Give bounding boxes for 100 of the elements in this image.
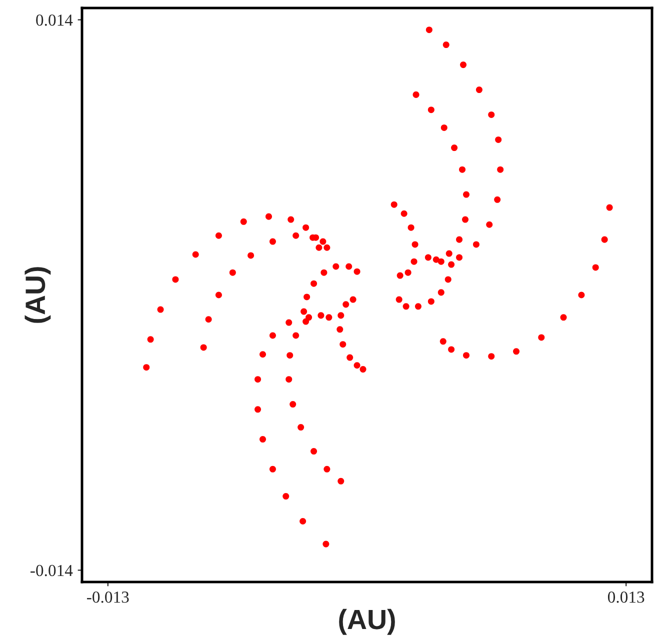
point (460, 62, 467, 68)
x-axis-title: (AU) (339, 608, 395, 635)
point (424, 254, 432, 261)
point (320, 238, 326, 245)
x-tick-label: 0.013 (608, 592, 644, 603)
point (310, 280, 318, 287)
point (302, 318, 310, 325)
point (438, 289, 444, 296)
point (412, 241, 418, 248)
point (346, 354, 354, 361)
point (340, 341, 346, 348)
point (560, 314, 567, 321)
point (292, 232, 300, 239)
point (282, 493, 290, 500)
point (304, 294, 310, 300)
point (324, 244, 330, 251)
point (426, 26, 432, 34)
point (396, 272, 404, 279)
point (459, 166, 466, 173)
x-tick-label: -0.013 (87, 592, 129, 603)
point (302, 224, 310, 231)
point (354, 268, 360, 275)
point (488, 111, 495, 118)
point (448, 346, 455, 353)
point (442, 42, 450, 48)
point (440, 338, 446, 345)
point (290, 401, 296, 408)
point (200, 344, 207, 351)
point (495, 136, 502, 143)
point (342, 301, 350, 308)
point (269, 238, 276, 245)
point (143, 364, 150, 371)
point (338, 478, 344, 484)
point (192, 251, 199, 258)
point (446, 250, 452, 257)
point (260, 436, 266, 443)
point (288, 216, 294, 223)
point (286, 376, 292, 383)
point (472, 241, 480, 248)
point (338, 312, 344, 319)
point (462, 191, 470, 198)
point (354, 362, 360, 369)
point (486, 221, 493, 228)
point (269, 332, 276, 339)
point (601, 236, 608, 243)
point (336, 326, 344, 333)
point (410, 258, 418, 265)
point (432, 256, 440, 263)
point (286, 319, 292, 326)
point (332, 263, 340, 270)
point (205, 316, 212, 323)
point (513, 348, 520, 355)
point (298, 424, 304, 431)
point (476, 86, 482, 94)
point (404, 269, 412, 276)
point (265, 213, 272, 220)
point (316, 244, 322, 251)
point (350, 296, 356, 303)
point (254, 406, 262, 413)
point (215, 292, 222, 298)
y-tick-label: -0.014 (30, 564, 73, 576)
point (428, 298, 434, 305)
point (606, 204, 613, 211)
point (172, 276, 179, 283)
point (326, 314, 332, 321)
point (414, 303, 422, 310)
y-tick-label: 0.014 (36, 14, 73, 26)
point (248, 252, 254, 259)
point (260, 351, 266, 358)
point (322, 540, 330, 548)
point (456, 254, 463, 261)
point (286, 352, 294, 359)
point (444, 276, 452, 283)
point (390, 201, 398, 208)
point (396, 296, 402, 303)
point (324, 466, 330, 472)
point (346, 263, 352, 270)
point (494, 196, 501, 203)
point (320, 269, 328, 276)
point (448, 261, 455, 268)
point (578, 292, 585, 298)
point (462, 216, 469, 223)
point (462, 352, 470, 359)
point (292, 332, 300, 339)
point (440, 124, 448, 131)
point (497, 166, 504, 173)
y-axis-title: (AU) (24, 267, 51, 323)
point (408, 224, 414, 231)
point (147, 336, 154, 343)
point (254, 376, 262, 383)
point (269, 466, 276, 472)
point (592, 264, 599, 271)
point (240, 218, 247, 225)
point (451, 144, 458, 152)
point (400, 210, 408, 217)
point (157, 306, 164, 313)
point (318, 312, 324, 319)
point (300, 308, 308, 315)
point (300, 518, 306, 525)
point (412, 91, 420, 98)
